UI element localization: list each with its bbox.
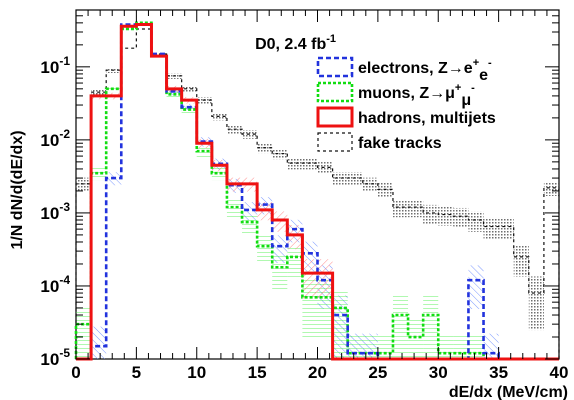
error-band-2-bin-16 [317,259,333,299]
error-band-1-bin-26 [468,333,484,359]
annotation-text: D0, 2.4 fb [255,36,326,53]
x-axis-title: dE/dx (MeV/cm) [449,384,568,400]
error-band-1-bin-21 [392,295,409,359]
legend-swatch-3 [317,132,353,152]
x-tick-label-0: 0 [71,363,80,382]
legend-label-0-part-2: e [479,67,488,84]
error-band-0-bin-26 [468,265,484,309]
x-tick-label-4: 20 [308,363,327,382]
y-tick-exponent-4: -1 [59,54,70,68]
legend-swatch-2 [316,106,354,128]
y-tick-label-2: 10-3 [40,200,70,223]
error-band-1-bin-19 [362,333,378,359]
legend-swatch-1 [316,81,354,103]
error-band-3-bin-0 [76,177,92,192]
y-tick-base-4: 10 [40,58,59,77]
legend-label-2-part-0: hadrons, multijets [358,110,496,127]
error-band-0-bin-27 [483,333,499,359]
error-band-3-bin-14 [287,157,303,170]
legend-label-1-part-0: muons, Z→μ [358,85,455,102]
legend-label-0-part-1: + [473,57,479,69]
error-band-3-bin-24 [438,206,454,226]
legend-label-0: electrons, Z→e+e- [358,57,492,84]
error-band-3-bin-25 [453,207,469,228]
error-band-1-bin-17 [332,289,348,359]
error-band-1-bin-12 [257,235,273,263]
legend-label-1-part-3: - [471,82,475,94]
y-tick-exponent-3: -2 [59,127,70,141]
error-band-3-bin-20 [377,182,393,198]
error-band-1-bin-10 [226,199,243,218]
error-band-3-bin-21 [392,199,409,218]
error-band-1-bin-18 [347,333,363,359]
error-band-2-bin-15 [302,259,318,299]
error-band-1-bin-25 [453,333,469,359]
y-tick-base-0: 10 [40,350,59,369]
legend-label-3-part-0: fake tracks [358,135,442,152]
y-axis-title: 1/N dN/d(dE/dx) [9,130,26,249]
error-band-1-bin-23 [423,295,439,359]
legend-label-0-part-3: - [488,57,492,69]
y-tick-label-3: 10-2 [40,127,70,150]
error-band-1-bin-13 [272,254,288,291]
error-band-3-bin-13 [272,148,288,160]
error-band-3-bin-7 [181,85,197,93]
error-band-1-bin-0 [76,304,92,359]
legend-swatch-0 [316,56,354,78]
x-tick-label-8: 40 [550,363,569,382]
x-tick-label-3: 15 [248,363,267,382]
error-band-3-bin-26 [468,211,484,232]
axes [75,10,560,360]
error-band-3-bin-22 [408,199,424,218]
y-tick-label-1: 10-4 [40,273,70,296]
error-band-1-bin-14 [287,244,303,277]
y-tick-base-3: 10 [40,131,59,150]
error-band-0-bin-1 [91,326,107,359]
y-tick-label-0: 10-5 [40,346,70,369]
y-tick-base-1: 10 [40,277,59,296]
error-band-3-bin-31 [543,181,559,196]
legend-label-1-part-1: + [455,82,461,94]
error-band-3-bin-30 [528,276,544,331]
error-band-2-bin-14 [287,225,303,250]
legend-label-3: fake tracks [358,135,442,152]
error-band-3-bin-27 [483,217,499,240]
annotation-exponent: -1 [326,33,336,45]
error-band-1-bin-11 [242,213,258,235]
error-band-3-bin-23 [423,204,439,224]
x-tick-label-1: 5 [132,363,141,382]
error-band-1-bin-1 [91,167,107,181]
error-band-3-bin-28 [498,217,514,240]
error-band-1-bin-24 [438,333,454,359]
annotation: D0, 2.4 fb-1 [255,33,336,53]
y-tick-label-4: 10-1 [40,54,70,77]
legend: electrons, Z→e+e-muons, Z→μ+μ-hadrons, m… [316,56,496,152]
error-band-2-bin-13 [272,211,288,232]
error-band-3-bin-16 [317,162,333,174]
histogram-lines [74,21,560,361]
error-band-3-bin-19 [362,177,378,192]
x-tick-label-7: 35 [489,363,508,382]
error-band-1-bin-20 [377,333,393,359]
x-tick-labels: 0 5 10 15 20 25 30 35 40 [71,363,568,382]
y-tick-exponent-0: -5 [59,346,70,360]
error-band-3-bin-29 [513,244,529,277]
y-tick-exponent-2: -3 [59,200,70,214]
y-tick-labels: 10-510-410-310-210-1 [40,54,70,369]
x-tick-label-5: 25 [368,363,387,382]
error-band-3-bin-17 [332,172,348,186]
legend-label-2: hadrons, multijets [358,110,496,127]
y-tick-exponent-1: -4 [59,273,70,287]
legend-label-1-part-2: μ [461,92,471,109]
x-tick-label-6: 30 [429,363,448,382]
x-tick-label-2: 10 [187,363,206,382]
legend-label-0-part-0: electrons, Z→e [358,60,473,77]
error-band-3-bin-18 [347,172,363,186]
legend-label-1: muons, Z→μ+μ- [358,82,475,109]
y-tick-base-2: 10 [40,204,59,223]
series-line-2 [76,22,559,361]
